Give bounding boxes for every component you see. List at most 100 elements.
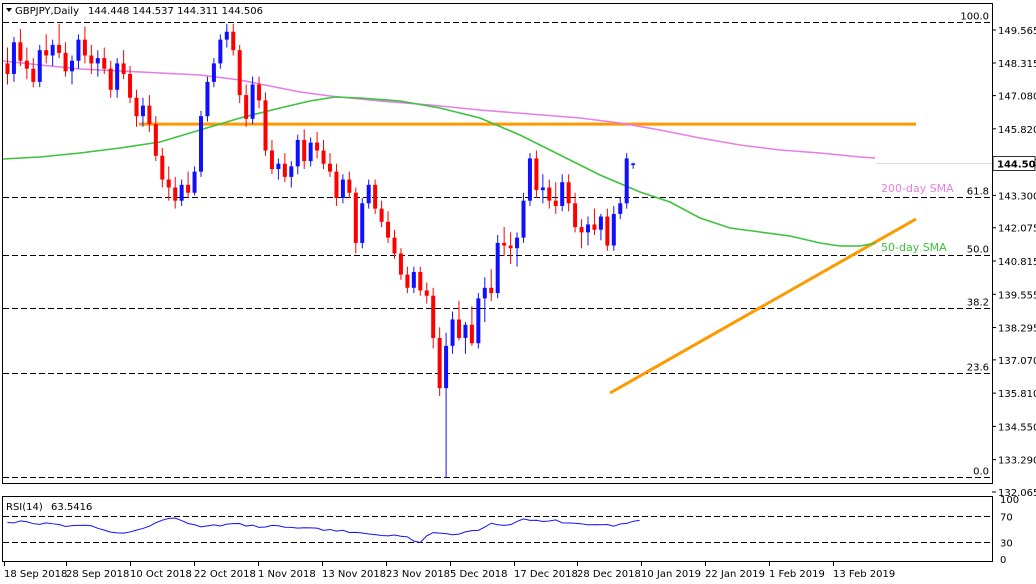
candle[interactable]	[482, 277, 487, 323]
candle[interactable]	[95, 50, 100, 77]
candle[interactable]	[592, 208, 597, 235]
candle[interactable]	[289, 161, 294, 188]
candle[interactable]	[489, 269, 494, 301]
candle[interactable]	[366, 179, 371, 209]
candle[interactable]	[224, 23, 229, 48]
candle[interactable]	[276, 158, 281, 180]
candle[interactable]	[508, 232, 513, 265]
candle[interactable]	[147, 95, 152, 133]
candle[interactable]	[244, 84, 249, 127]
candlesticks[interactable]	[5, 23, 636, 478]
candle[interactable]	[250, 76, 255, 125]
candle[interactable]	[469, 306, 474, 346]
candle[interactable]	[63, 42, 68, 77]
candle[interactable]	[573, 192, 578, 233]
candle[interactable]	[50, 39, 55, 67]
candle[interactable]	[5, 47, 10, 85]
candle[interactable]	[269, 139, 274, 175]
candle[interactable]	[631, 162, 636, 169]
candle[interactable]	[411, 266, 416, 294]
candle[interactable]	[134, 89, 139, 127]
candle[interactable]	[566, 174, 571, 212]
candle[interactable]	[398, 248, 403, 280]
candle[interactable]	[392, 229, 397, 259]
candle[interactable]	[450, 311, 455, 354]
candle[interactable]	[11, 36, 16, 82]
candle[interactable]	[315, 132, 320, 159]
candle[interactable]	[76, 34, 81, 69]
candle[interactable]	[166, 166, 171, 201]
candle[interactable]	[373, 179, 378, 214]
candle[interactable]	[547, 179, 552, 209]
candle[interactable]	[340, 174, 345, 204]
candle[interactable]	[527, 153, 532, 206]
candle[interactable]	[37, 44, 42, 88]
candle[interactable]	[405, 266, 410, 294]
candle[interactable]	[282, 153, 287, 183]
candle[interactable]	[237, 44, 242, 103]
candle[interactable]	[476, 293, 481, 349]
candle[interactable]	[321, 139, 326, 169]
support-trend-line[interactable]	[609, 217, 917, 395]
candle[interactable]	[334, 163, 339, 206]
candle[interactable]	[140, 97, 145, 127]
candle[interactable]	[502, 227, 507, 257]
candle[interactable]	[108, 60, 113, 98]
candle[interactable]	[495, 234, 500, 299]
candle[interactable]	[82, 26, 87, 64]
candle[interactable]	[263, 92, 268, 156]
candle[interactable]	[328, 153, 332, 177]
candle[interactable]	[521, 192, 526, 243]
candle[interactable]	[295, 134, 300, 175]
candle[interactable]	[379, 200, 384, 228]
candle[interactable]	[618, 198, 623, 220]
candle[interactable]	[44, 34, 49, 64]
candle[interactable]	[308, 137, 313, 167]
dropdown-arrow-icon[interactable]	[6, 8, 12, 12]
candle[interactable]	[347, 171, 352, 199]
candle[interactable]	[192, 166, 197, 196]
candle[interactable]	[257, 76, 262, 109]
candle[interactable]	[463, 322, 468, 354]
candle[interactable]	[360, 198, 365, 249]
candle[interactable]	[534, 150, 539, 199]
candle[interactable]	[424, 282, 429, 304]
candle[interactable]	[386, 211, 391, 243]
candle[interactable]	[57, 23, 62, 59]
candle[interactable]	[598, 213, 603, 241]
candle[interactable]	[173, 176, 178, 209]
candle[interactable]	[302, 129, 307, 169]
candle[interactable]	[553, 182, 558, 214]
candle[interactable]	[457, 300, 461, 341]
candle[interactable]	[160, 147, 165, 188]
candle[interactable]	[611, 205, 616, 251]
candle[interactable]	[431, 287, 436, 349]
candle[interactable]	[31, 58, 36, 88]
candle[interactable]	[179, 179, 184, 206]
candle[interactable]	[186, 171, 191, 199]
candle[interactable]	[205, 76, 210, 122]
candle[interactable]	[605, 208, 610, 251]
candle[interactable]	[624, 153, 629, 209]
candle[interactable]	[128, 66, 133, 103]
candle[interactable]	[70, 55, 74, 85]
candle[interactable]	[579, 219, 584, 249]
candle[interactable]	[199, 110, 203, 177]
candle[interactable]	[540, 174, 545, 204]
candle[interactable]	[231, 23, 236, 56]
candle[interactable]	[18, 29, 23, 67]
candle[interactable]	[121, 50, 126, 80]
candle[interactable]	[353, 187, 358, 254]
trend-lines[interactable]	[139, 122, 917, 395]
candle[interactable]	[153, 116, 158, 162]
candle[interactable]	[418, 266, 423, 296]
candle[interactable]	[89, 44, 94, 74]
candle[interactable]	[586, 216, 590, 246]
candle[interactable]	[560, 174, 565, 212]
candle[interactable]	[444, 332, 449, 478]
candle[interactable]	[515, 232, 520, 267]
candle[interactable]	[102, 47, 107, 74]
candle[interactable]	[115, 58, 120, 98]
candle[interactable]	[24, 47, 29, 80]
